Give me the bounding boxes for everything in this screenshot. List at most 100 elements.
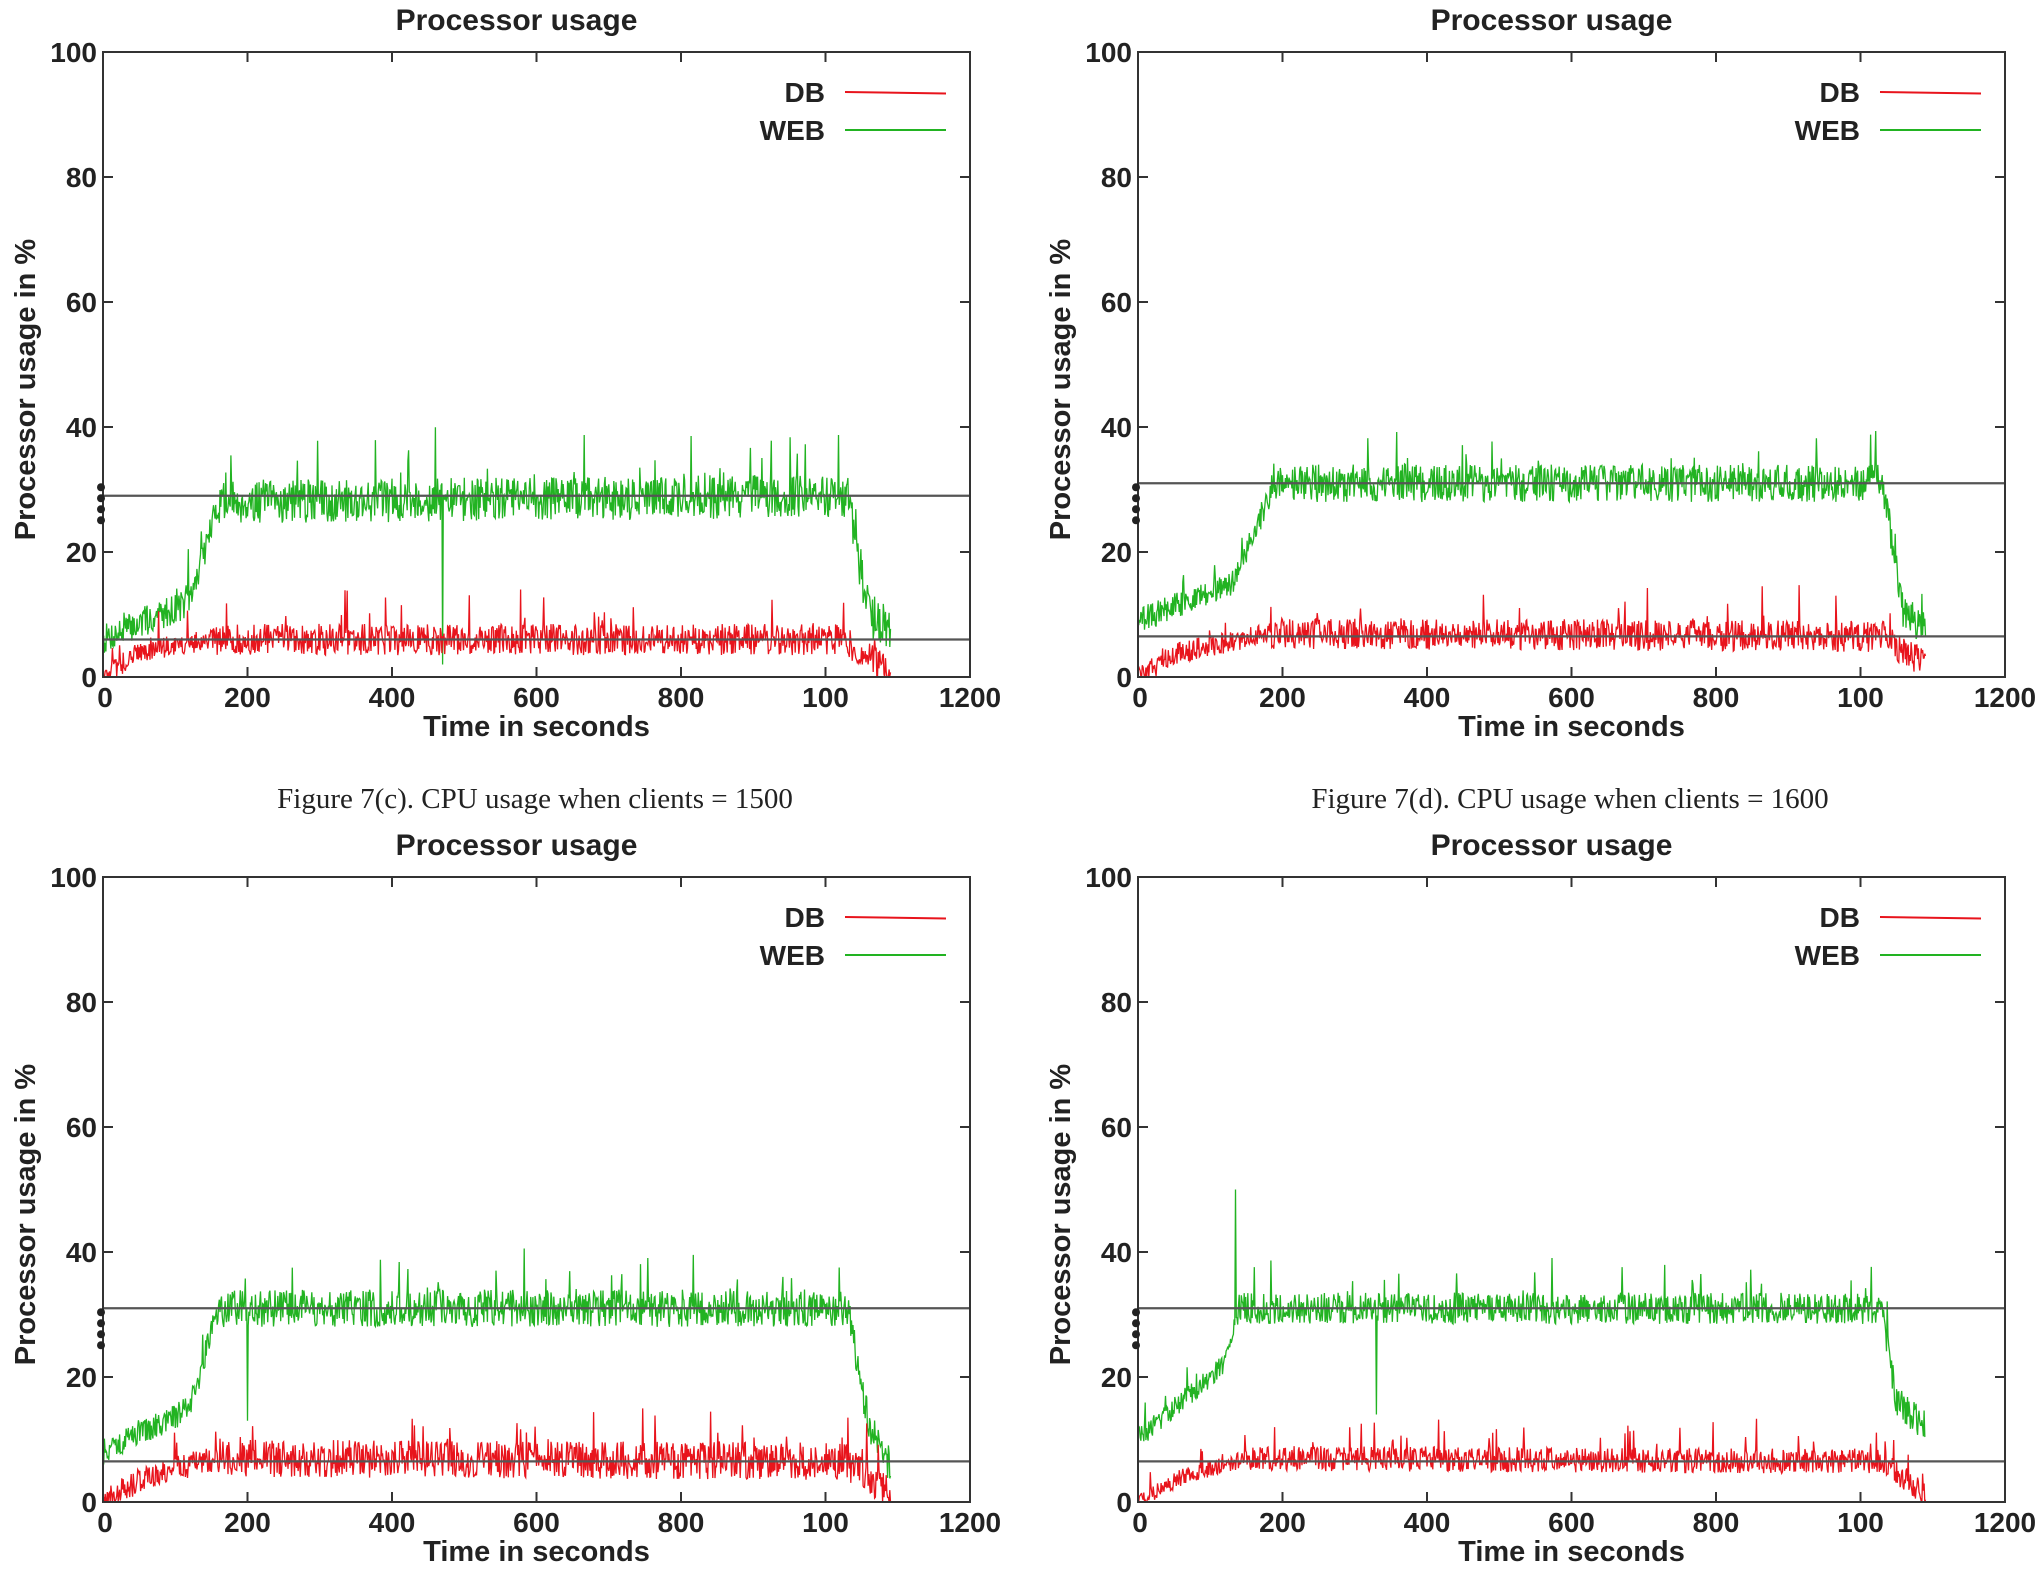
x-tick-label: 200 (224, 682, 271, 713)
y-tick-label: 80 (66, 987, 97, 1018)
series-line-db (103, 589, 892, 677)
x-tick-label: 800 (1693, 1507, 1740, 1538)
axis-marker-dot (97, 505, 105, 514)
y-tick-label: 0 (81, 1487, 97, 1518)
axis-marker-dot (1132, 1308, 1140, 1317)
series-line-db (1138, 585, 1927, 677)
x-tick-label: 100 (802, 682, 849, 713)
x-tick-label: 0 (1132, 1507, 1148, 1538)
plot-frame (102, 876, 971, 1503)
y-tick-label: 20 (66, 537, 97, 568)
x-tick-label: 0 (97, 1507, 113, 1538)
x-tick-label: 600 (513, 1507, 560, 1538)
caption-figure-7c: Figure 7(c). CPU usage when clients = 15… (277, 783, 793, 815)
legend-label-db: DB (785, 902, 825, 933)
legend-swatch-db (844, 91, 947, 95)
x-tick-label: 100 (1837, 1507, 1884, 1538)
y-axis-label: Processor usage in % (10, 239, 42, 541)
chart-title: Processor usage (396, 829, 638, 862)
y-tick-label: 80 (1101, 987, 1132, 1018)
y-tick-label: 80 (66, 162, 97, 193)
y-axis-label: Processor usage in % (1045, 1064, 1077, 1366)
y-tick-label: 60 (66, 287, 97, 318)
axis-marker-dot (97, 1341, 105, 1350)
chart-title: Processor usage (396, 4, 638, 37)
x-tick-label: 0 (1132, 682, 1148, 713)
chart-panel-0: Processor usage 0 20 40 60 80 100 0 200 400 600 800… (10, 4, 1001, 743)
x-tick-label: 1200 (939, 682, 1001, 713)
y-tick-label: 40 (1101, 1237, 1132, 1268)
y-tick-label: 0 (1116, 1487, 1132, 1518)
y-tick-label: 40 (1101, 412, 1132, 443)
y-tick-label: 60 (1101, 1112, 1132, 1143)
y-tick-label: 100 (50, 37, 97, 68)
y-tick-label: 0 (1116, 662, 1132, 693)
chart-title: Processor usage (1431, 829, 1673, 862)
legend-swatch-db (844, 916, 947, 920)
y-tick-label: 100 (50, 862, 97, 893)
chart-panel-1: Processor usage 0 20 40 60 80 100 0 200 400 600 800… (1045, 4, 2036, 743)
x-tick-label: 1200 (1974, 1507, 2036, 1538)
x-tick-label: 600 (513, 682, 560, 713)
chart-title: Processor usage (1431, 4, 1673, 37)
x-tick-label: 400 (369, 1507, 416, 1538)
axis-marker-dot (97, 1319, 105, 1328)
x-tick-label: 200 (1259, 1507, 1306, 1538)
axis-marker-dot (1132, 1319, 1140, 1328)
series-line-db (103, 1408, 892, 1502)
x-tick-label: 0 (97, 682, 113, 713)
plot-frame (1137, 876, 2006, 1503)
x-tick-label: 100 (802, 1507, 849, 1538)
chart-panel-2: Processor usage 0 20 40 60 80 100 0 200 400 600 800… (10, 829, 1001, 1568)
legend-label-db: DB (1820, 77, 1860, 108)
y-axis-label: Processor usage in % (10, 1064, 42, 1366)
x-tick-label: 400 (1404, 1507, 1451, 1538)
axis-marker-dot (97, 516, 105, 525)
x-tick-label: 600 (1548, 682, 1595, 713)
axis-marker-dot (1132, 1330, 1140, 1339)
y-tick-label: 20 (66, 1362, 97, 1393)
x-tick-label: 400 (1404, 682, 1451, 713)
legend-label-web: WEB (760, 940, 825, 971)
series-line-web (103, 1248, 892, 1479)
axis-marker-dot (1132, 505, 1140, 514)
y-tick-label: 60 (1101, 287, 1132, 318)
x-tick-label: 100 (1837, 682, 1884, 713)
y-tick-label: 20 (1101, 537, 1132, 568)
x-axis-label: Time in seconds (1458, 711, 1685, 743)
y-tick-label: 40 (66, 412, 97, 443)
series-line-db (1138, 1418, 1927, 1502)
plot-frame (102, 51, 971, 678)
axis-marker-dot (97, 483, 105, 492)
x-tick-label: 1200 (939, 1507, 1001, 1538)
x-tick-label: 800 (658, 1507, 705, 1538)
series-line-web (1138, 1189, 1926, 1442)
series-group (1138, 1189, 1927, 1502)
series-line-web (1138, 430, 1927, 640)
y-tick-label: 60 (66, 1112, 97, 1143)
x-tick-label: 800 (1693, 682, 1740, 713)
axis-marker-dot (97, 1330, 105, 1339)
y-tick-label: 100 (1085, 862, 1132, 893)
x-axis-label: Time in seconds (423, 1536, 650, 1568)
legend-swatch-db (1879, 91, 1982, 95)
legend-label-db: DB (1820, 902, 1860, 933)
y-axis-label: Processor usage in % (1045, 239, 1077, 541)
legend-label-web: WEB (1795, 940, 1860, 971)
legend-label-web: WEB (760, 115, 825, 146)
legend-label-web: WEB (1795, 115, 1860, 146)
y-tick-label: 40 (66, 1237, 97, 1268)
legend-label-db: DB (785, 77, 825, 108)
x-axis-label: Time in seconds (1458, 1536, 1685, 1568)
series-line-web (103, 427, 892, 665)
axis-marker-dot (1132, 1341, 1140, 1350)
axis-marker-dot (97, 1308, 105, 1317)
axis-marker-dot (1132, 494, 1140, 503)
x-tick-label: 200 (1259, 682, 1306, 713)
plot-frame (1137, 51, 2006, 678)
caption-figure-7d: Figure 7(d). CPU usage when clients = 16… (1311, 783, 1829, 815)
y-tick-label: 80 (1101, 162, 1132, 193)
x-tick-label: 800 (658, 682, 705, 713)
